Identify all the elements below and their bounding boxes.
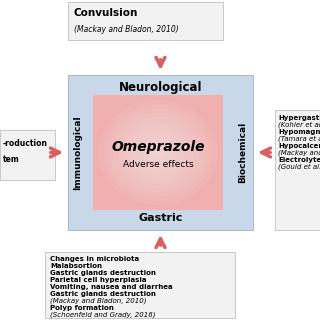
Ellipse shape — [142, 138, 174, 167]
Text: Parietal cell hyperplasia: Parietal cell hyperplasia — [50, 277, 147, 283]
FancyBboxPatch shape — [0, 130, 55, 180]
Text: (Schoenfeld and Grady, 2016): (Schoenfeld and Grady, 2016) — [50, 312, 156, 318]
Ellipse shape — [151, 147, 164, 158]
Ellipse shape — [114, 113, 202, 192]
Ellipse shape — [132, 130, 183, 175]
Ellipse shape — [123, 122, 193, 183]
FancyBboxPatch shape — [275, 110, 320, 230]
Ellipse shape — [109, 109, 207, 196]
Text: Electrolyte: Electrolyte — [278, 157, 320, 163]
Text: Hypomagn: Hypomagn — [278, 129, 320, 135]
Ellipse shape — [137, 134, 179, 171]
Text: Neurological: Neurological — [119, 81, 202, 93]
Text: Changes in microbiota: Changes in microbiota — [50, 256, 139, 262]
FancyBboxPatch shape — [45, 252, 235, 318]
Ellipse shape — [100, 101, 217, 204]
FancyBboxPatch shape — [68, 2, 223, 40]
Text: (Mackay and Bladon, 2010): (Mackay and Bladon, 2010) — [74, 25, 179, 34]
FancyBboxPatch shape — [93, 95, 223, 210]
Ellipse shape — [147, 143, 169, 163]
Text: Malabsortion: Malabsortion — [50, 263, 102, 269]
Ellipse shape — [104, 105, 212, 200]
Text: Gastric glands destruction: Gastric glands destruction — [50, 270, 156, 276]
FancyBboxPatch shape — [68, 75, 253, 230]
Text: Biochemical: Biochemical — [238, 122, 247, 183]
Text: tem: tem — [3, 156, 20, 164]
Text: Gastric: Gastric — [138, 213, 183, 223]
Text: Vomiting, nausea and diarrhea: Vomiting, nausea and diarrhea — [50, 284, 172, 290]
Text: (Tamara et al., 2: (Tamara et al., 2 — [278, 136, 320, 142]
Text: Immunological: Immunological — [74, 115, 83, 190]
Text: Hypocalcer: Hypocalcer — [278, 143, 320, 149]
Text: Adverse effects: Adverse effects — [123, 160, 193, 169]
Ellipse shape — [118, 117, 197, 188]
Text: (Mackay and Bladon, 2010): (Mackay and Bladon, 2010) — [50, 298, 147, 304]
Text: Omeprazole: Omeprazole — [111, 140, 205, 154]
Text: (Kohler et al., 2: (Kohler et al., 2 — [278, 122, 320, 128]
Text: (Mackay and Bl: (Mackay and Bl — [278, 150, 320, 156]
Text: Convulsion: Convulsion — [74, 8, 138, 18]
Text: -roduction: -roduction — [3, 140, 48, 148]
Text: Polyp formation: Polyp formation — [50, 305, 114, 311]
Text: Hypergastr: Hypergastr — [278, 115, 320, 121]
Text: Gastric glands destruction: Gastric glands destruction — [50, 291, 156, 297]
Ellipse shape — [128, 126, 188, 179]
Text: (Gould et al., 2: (Gould et al., 2 — [278, 164, 320, 170]
